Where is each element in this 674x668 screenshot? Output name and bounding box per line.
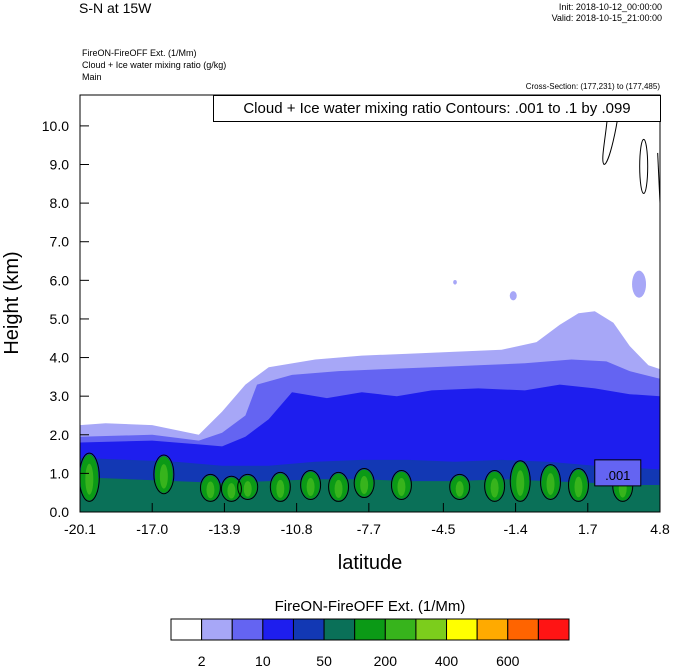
- contour-label: .001: [605, 468, 630, 483]
- y-tick-label: 5.0: [50, 311, 70, 327]
- y-tick-label: 4.0: [50, 350, 70, 366]
- cloud-contour-14: [540, 464, 562, 500]
- x-tick-label: 4.8: [650, 521, 670, 537]
- y-tick-label: 3.0: [50, 388, 70, 404]
- upper-cloud-contour: [602, 95, 621, 166]
- cloud-contour-11: [449, 473, 471, 500]
- x-tick-label: -1.4: [504, 521, 528, 537]
- cloud-contour-10: [390, 469, 412, 500]
- colorbar-swatch: [446, 618, 478, 641]
- y-tick-label: 7.0: [50, 234, 70, 250]
- valid-time: Valid: 2018-10-15_21:00:00: [551, 13, 662, 23]
- colorbar-tick-label: 400: [435, 653, 459, 668]
- colorbar-swatch: [507, 618, 539, 641]
- green-core-4: [227, 483, 236, 499]
- colorbar-swatch: [262, 618, 294, 641]
- x-tick-label: -7.7: [357, 521, 381, 537]
- cloud-contour-15: [567, 468, 589, 502]
- green-core-3: [206, 481, 215, 499]
- colorbar-tick-label: 50: [316, 653, 332, 668]
- cloud-contour-2: [153, 454, 175, 495]
- green-core-2: [159, 464, 168, 489]
- cloud-contour-4: [220, 475, 242, 502]
- x-tick-label: -13.9: [208, 521, 240, 537]
- green-core-14: [546, 473, 555, 496]
- colorbar-tick-labels: 2 10 50 200 400 600: [198, 653, 520, 668]
- run-times: Init: 2018-10-12_00:00:00 Valid: 2018-10…: [520, 2, 662, 24]
- colorbar-swatch: [354, 618, 386, 641]
- x-tick-label: -20.1: [64, 521, 96, 537]
- y-axis-label: Height (km): [1, 251, 23, 354]
- colorbar-tick-label: 10: [255, 653, 271, 668]
- contour-lines: .001: [80, 95, 660, 502]
- light-patch-3: [509, 291, 517, 301]
- x-tick-label: -10.8: [281, 521, 313, 537]
- green-core-5: [243, 481, 252, 497]
- x-tick-label: 1.7: [578, 521, 598, 537]
- colorbar-title: FireON-FireOFF Ext. (1/Mm): [275, 598, 466, 615]
- light-patch-2: [453, 279, 457, 285]
- x-tick-label: -4.5: [431, 521, 455, 537]
- green-core-9: [360, 476, 369, 495]
- green-core-12: [490, 478, 499, 498]
- colorbar-tick-label: 2: [198, 653, 206, 668]
- green-core-1: [85, 463, 94, 495]
- cloud-contour-3: [199, 473, 221, 502]
- plot-title: S-N at 15W: [79, 0, 152, 16]
- cross-section-label: Cross-Section: (177,231) to (177,485): [525, 82, 660, 91]
- colorbar-swatch: [201, 618, 233, 641]
- field-label-main: Main: [82, 72, 102, 82]
- y-axis: 0.0 1.0 2.0 3.0 4.0 5.0 6.0 7.0 8.0 9.0 10.0: [42, 118, 89, 520]
- x-axis: -20.1 -17.0 -13.9 -10.8 -7.7 -4.5 -1.4 1.7 4.8: [64, 503, 670, 537]
- green-core-10: [397, 477, 406, 496]
- cloud-contour-6: [269, 471, 291, 502]
- colorbar-swatch: [292, 618, 325, 641]
- contour-label-box: [594, 459, 642, 487]
- y-tick-label: 9.0: [50, 157, 70, 173]
- y-tick-label: 8.0: [50, 195, 70, 211]
- contour-info-box: Cloud + Ice water mixing ratio Contours:…: [213, 95, 661, 122]
- x-axis-label: latitude: [338, 552, 403, 574]
- y-tick-label: 2.0: [50, 427, 70, 443]
- y-tick-label: 0.0: [50, 504, 70, 520]
- light-patch-1: [632, 270, 647, 298]
- cloud-contour-12: [484, 469, 506, 502]
- x-tick-label: -17.0: [136, 521, 168, 537]
- y-tick-label: 1.0: [50, 465, 70, 481]
- cloud-contour-8: [328, 471, 350, 502]
- field-label-mixing-ratio: Cloud + Ice water mixing ratio (g/kg): [82, 60, 227, 70]
- colorbar-swatch: [537, 618, 570, 641]
- cloud-contour-7: [300, 469, 322, 500]
- field-label-extinction: FireON-FireOFF Ext. (1/Mm): [82, 48, 197, 58]
- colorbar-swatch: [170, 618, 203, 641]
- cloud-contour-5: [237, 473, 259, 500]
- green-core-15: [574, 476, 583, 498]
- colorbar-swatch: [323, 618, 356, 641]
- green-core-11: [455, 481, 464, 497]
- green-core-6: [276, 479, 285, 498]
- y-tick-label: 10.0: [42, 118, 69, 134]
- colorbar-tick-label: 600: [496, 653, 520, 668]
- cloud-contour-9: [353, 468, 375, 499]
- init-time: Init: 2018-10-12_00:00:00: [558, 2, 662, 12]
- colorbar-swatch: [415, 618, 448, 641]
- colorbar-swatch: [231, 618, 264, 641]
- colorbar-swatch: [384, 618, 417, 641]
- colorbar-swatch: [476, 618, 509, 641]
- upper-cloud-contour-2: [639, 138, 649, 194]
- cloud-contour-1: [80, 452, 100, 502]
- green-core-8: [334, 479, 343, 498]
- y-tick-label: 6.0: [50, 272, 70, 288]
- green-core-13: [516, 470, 525, 496]
- cloud-contour-13: [509, 460, 531, 502]
- colorbar-tick-label: 200: [374, 653, 398, 668]
- colorbar: [170, 618, 570, 641]
- green-core-7: [306, 477, 315, 496]
